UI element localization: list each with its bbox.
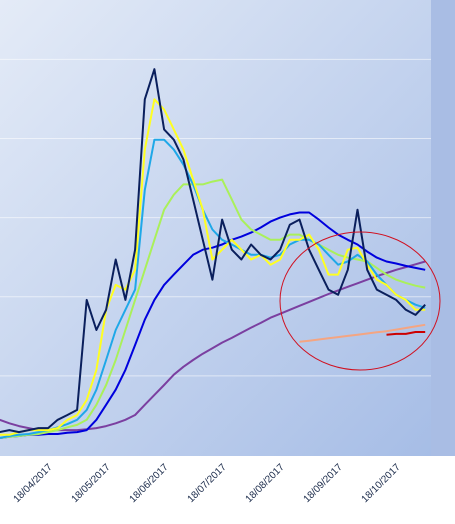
- series-line: [0, 211, 426, 439]
- x-tick-label: 18/07/2017: [186, 462, 229, 505]
- series-line: [386, 331, 426, 336]
- x-tick-label: 18/05/2017: [70, 462, 113, 505]
- x-tick-label: 18/08/2017: [244, 462, 287, 505]
- grid: [0, 58, 431, 377]
- series-line: [0, 98, 426, 436]
- x-tick-label: 18/09/2017: [302, 462, 345, 505]
- x-axis: 18/04/2017 18/05/2017 18/06/2017 18/07/2017…: [12, 462, 404, 505]
- plot-area: [0, 0, 431, 456]
- lines: [0, 68, 426, 439]
- series-line: [299, 323, 426, 343]
- series-line: [0, 178, 426, 439]
- series-line: [0, 260, 426, 432]
- x-tick-label: 18/04/2017: [12, 462, 55, 505]
- side-strip: [431, 0, 455, 456]
- series-line: [0, 138, 426, 439]
- series-line: [0, 68, 426, 434]
- highlight-ellipse: [279, 231, 441, 371]
- x-tick-label: 18/10/2017: [360, 462, 403, 505]
- x-tick-label: 18/06/2017: [128, 462, 171, 505]
